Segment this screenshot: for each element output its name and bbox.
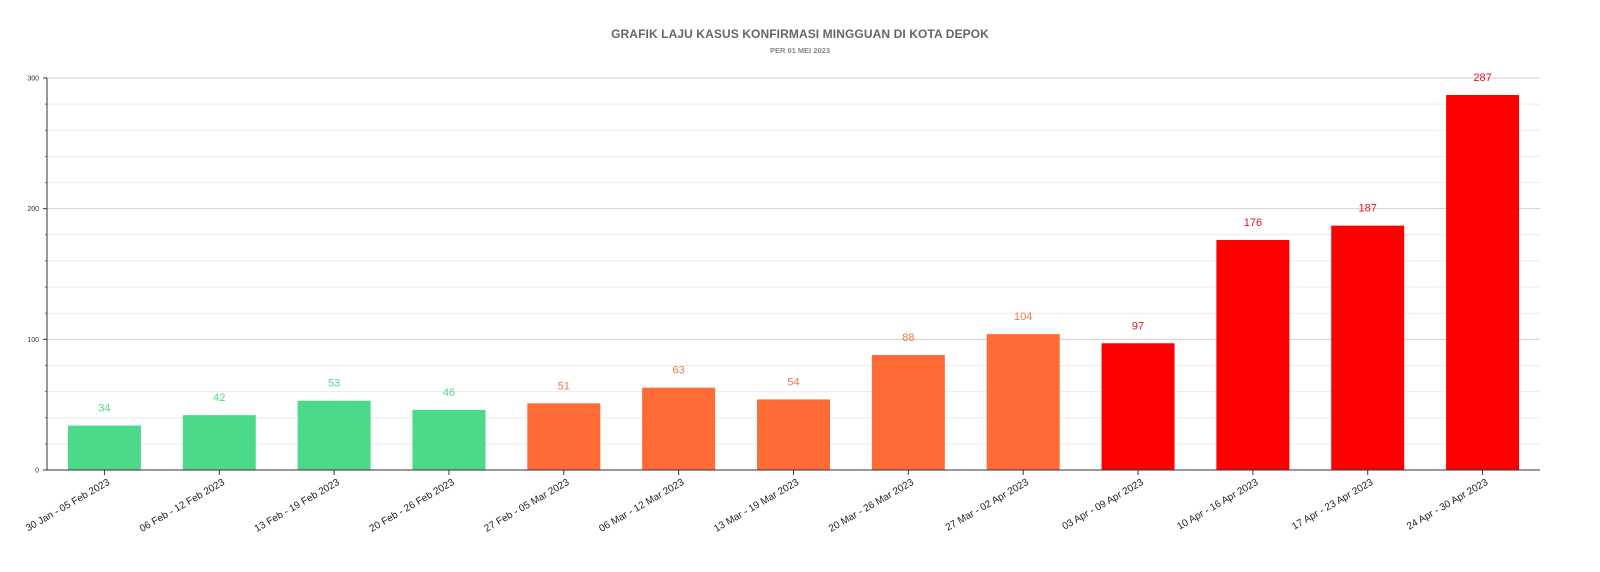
x-tick-label: 20 Mar - 26 Mar 2023	[827, 477, 916, 535]
grid-lines	[47, 77, 1540, 471]
x-axis: 30 Jan - 05 Feb 2023 06 Feb - 12 Feb 2023…	[24, 469, 1540, 535]
x-tick-label: 06 Mar - 12 Mar 2023	[597, 477, 686, 535]
data-label: 88	[902, 332, 914, 344]
data-label: 97	[1132, 320, 1144, 332]
data-label: 187	[1359, 203, 1377, 215]
data-label: 46	[443, 387, 455, 399]
chart-title: GRAFIK LAJU KASUS KONFIRMASI MINGGUAN DI…	[611, 27, 989, 41]
bar	[757, 399, 830, 470]
bar	[1331, 225, 1405, 470]
x-tick-label: 20 Feb - 26 Feb 2023	[368, 477, 457, 535]
data-label: 51	[558, 380, 570, 392]
x-tick-label: 27 Feb - 05 Mar 2023	[483, 477, 572, 535]
bar	[1216, 240, 1290, 470]
bar	[527, 403, 601, 470]
bar	[1101, 343, 1175, 470]
bars	[67, 94, 1520, 470]
data-label: 34	[98, 403, 110, 415]
y-tick-label: 200	[27, 206, 39, 213]
x-tick-label: 10 Apr - 16 Apr 2023	[1175, 477, 1260, 533]
data-label: 54	[787, 376, 799, 388]
bar	[297, 400, 371, 470]
x-tick-label: 24 Apr - 30 Apr 2023	[1405, 477, 1490, 533]
bar	[986, 334, 1060, 470]
y-tick-label: 0	[35, 468, 39, 475]
bar	[1446, 94, 1520, 470]
x-tick-label: 06 Feb - 12 Feb 2023	[138, 477, 227, 535]
x-tick-label: 03 Apr - 09 Apr 2023	[1061, 477, 1146, 533]
x-tick-label: 27 Mar - 02 Apr 2023	[944, 477, 1031, 534]
x-tick-label: 30 Jan - 05 Feb 2023	[24, 477, 112, 534]
bar	[642, 387, 716, 470]
data-label: 176	[1244, 217, 1262, 229]
data-label: 63	[673, 365, 685, 377]
data-labels: 34 42 53 46 51 63 54 88 104 97 176 187 287	[98, 72, 1491, 415]
bar	[182, 415, 256, 470]
data-label: 42	[213, 392, 225, 404]
y-tick-label: 300	[27, 76, 39, 83]
y-tick-label: 100	[27, 337, 39, 344]
x-tick-label: 13 Mar - 19 Mar 2023	[712, 477, 801, 535]
bar	[412, 409, 486, 470]
chart-subtitle: PER 01 MEI 2023	[769, 46, 831, 55]
y-axis: 0 100 200 300	[27, 76, 48, 475]
data-label: 53	[328, 378, 340, 390]
x-tick-label: 13 Feb - 19 Feb 2023	[253, 477, 342, 535]
data-label: 104	[1014, 311, 1032, 323]
x-tick-label: 17 Apr - 23 Apr 2023	[1290, 477, 1375, 533]
data-label: 287	[1473, 72, 1491, 84]
bar	[67, 425, 141, 470]
bar	[871, 355, 945, 470]
